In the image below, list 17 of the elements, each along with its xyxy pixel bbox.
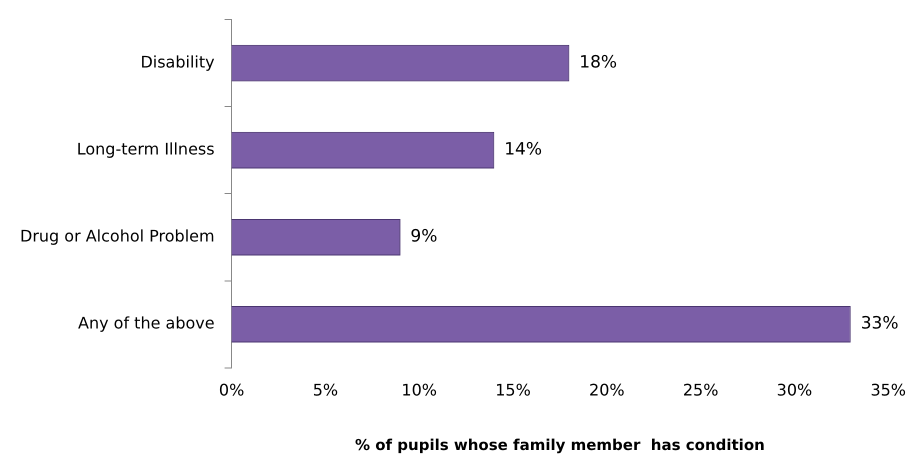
y-tick-label: Long-term Illness	[76, 139, 215, 158]
x-tick-label: 25%	[682, 380, 718, 400]
x-axis-title: % of pupils whose family member has condition	[354, 436, 765, 454]
x-tick-label: 5%	[312, 380, 338, 400]
y-tick-label: Any of the above	[78, 313, 215, 332]
data-label: 14%	[504, 140, 542, 160]
data-label: 18%	[579, 52, 618, 73]
data-label: 33%	[860, 314, 898, 334]
x-tick-label: 15%	[495, 380, 531, 400]
x-tick-label: 0%	[218, 380, 244, 400]
x-tick-label: 30%	[776, 380, 812, 400]
x-tick-label: 20%	[589, 380, 625, 400]
data-label: 9%	[410, 226, 438, 247]
y-tick-label: Disability	[140, 52, 215, 72]
x-tick-label: 10%	[401, 380, 437, 400]
y-tick-label: Drug or Alcohol Problem	[20, 226, 215, 246]
x-tick-label: 35%	[870, 380, 906, 400]
